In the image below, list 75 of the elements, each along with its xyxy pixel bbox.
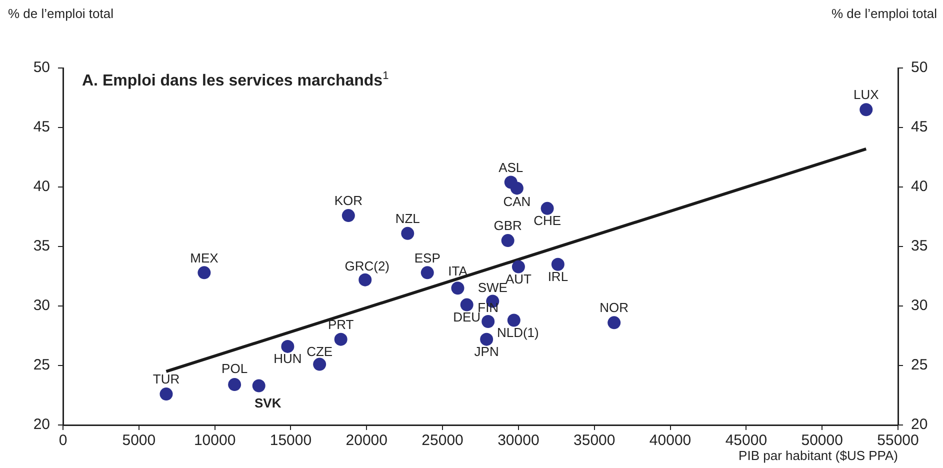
point (480, 332, 494, 346)
annotation: IRL (548, 268, 568, 284)
point (401, 226, 414, 240)
y2-tick-label: 50 (911, 59, 928, 76)
point (608, 316, 621, 330)
y2-tick-label: 25 (911, 356, 928, 374)
y-tick-label: 30 (33, 297, 50, 314)
annotation: GRC(2) (344, 258, 390, 274)
x-axis-title: PIB par habitant ($US PPA) (738, 448, 898, 463)
annotation: POL (222, 361, 248, 376)
x-tick-label: 15000 (270, 432, 312, 450)
point (507, 314, 520, 327)
x-tick-label: 45000 (725, 432, 768, 450)
point (334, 332, 348, 346)
annotation: ESP (414, 250, 440, 266)
x-tick-label: 20000 (346, 432, 388, 450)
point (860, 103, 873, 116)
x-tick-label: 40000 (649, 432, 692, 450)
y-tick-label: 20 (33, 416, 50, 434)
x-tick-label: 55000 (877, 432, 919, 450)
chart-title: A. Emploi dans les services marchands$^{1}$ (82, 70, 389, 90)
y2-tick-label: 30 (911, 297, 928, 314)
y-tick-label: 50 (33, 59, 50, 76)
y-tick-label: 25 (33, 356, 50, 374)
y2-tick-label: 45 (911, 118, 928, 136)
annotation: HUN (274, 351, 302, 366)
annotation: KOR (334, 193, 363, 208)
point (510, 182, 524, 195)
annotation: CZE (306, 344, 333, 359)
x-tick-label: 5000 (122, 432, 156, 450)
point (342, 209, 355, 222)
point (252, 379, 266, 392)
x-tick-label: 35000 (574, 432, 616, 450)
point (160, 388, 173, 401)
point (482, 314, 495, 328)
annotation: TUR (152, 372, 180, 387)
point (501, 234, 514, 248)
point (420, 266, 434, 280)
point (228, 378, 242, 392)
y2-tick-label: 40 (911, 178, 928, 196)
point (551, 258, 564, 271)
x-tick-label: 10000 (194, 432, 236, 450)
point (358, 273, 372, 286)
point (512, 260, 525, 274)
annotation: NOR (600, 300, 629, 316)
annotation: ITA (448, 264, 468, 279)
y2-tick-label: 35 (911, 238, 928, 255)
x-tick-label: 30000 (498, 432, 540, 450)
x-tick-label: 50000 (801, 432, 843, 450)
annotation: SVK (254, 395, 282, 410)
annotation: MEX (190, 250, 219, 266)
annotation: ASL (498, 160, 524, 175)
point (198, 266, 211, 280)
annotation: AUT (505, 271, 532, 286)
point (313, 358, 326, 371)
point (540, 202, 554, 215)
point (451, 282, 464, 295)
annotation: CAN (503, 194, 531, 209)
annotation: NZL (395, 210, 420, 226)
annotation: NLD(1) (496, 324, 539, 340)
point (460, 298, 474, 312)
y-axis-title: % de l’emploi total (8, 6, 114, 21)
annotation: GBR (494, 218, 522, 234)
annotation: LUX (853, 87, 880, 102)
y-tick-label: 35 (33, 238, 50, 255)
y2-axis-title: % de l’emploi total (832, 6, 937, 21)
annotation: JPN (474, 344, 499, 359)
y-tick-label: 40 (33, 178, 50, 196)
annotation: CHE (534, 213, 562, 228)
x-tick-label: 25000 (422, 432, 464, 450)
point (281, 340, 294, 353)
x-tick-label: 0 (58, 432, 68, 450)
annotation: PRT (328, 316, 354, 332)
y2-tick-label: 20 (911, 416, 928, 434)
y-tick-label: 45 (33, 118, 50, 136)
